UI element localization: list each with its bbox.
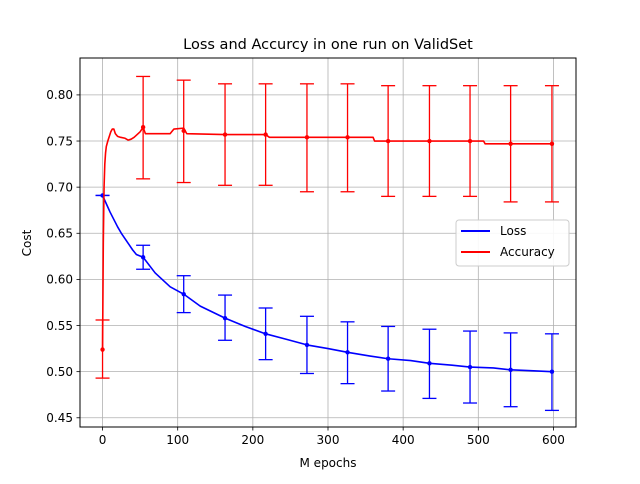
data-point-accuracy (549, 141, 555, 146)
data-point-loss (181, 291, 186, 297)
y-tick-label: 0.60 (46, 273, 73, 287)
y-axis-label: Cost (20, 229, 34, 256)
series-line-loss (101, 195, 552, 373)
data-point-loss (508, 367, 513, 373)
y-tick-label: 0.70 (46, 180, 73, 194)
data-point-loss (549, 369, 555, 374)
data-point-accuracy (140, 124, 146, 130)
data-point-accuracy (181, 128, 186, 134)
data-point-loss (304, 342, 310, 348)
data-point-loss (222, 315, 228, 321)
tick-layer: 0 100 200 300 400 500 600 0.45 0.50 0.55 0.60 0.65 0… (46, 88, 565, 447)
x-axis-label: M epochs (300, 456, 357, 470)
data-point-loss (467, 364, 473, 370)
y-tick-label: 0.65 (46, 227, 73, 241)
data-point-accuracy (263, 132, 268, 137)
legend-label-loss: Loss (500, 224, 526, 238)
data-point-accuracy (222, 132, 228, 137)
series-layer (95, 75, 559, 412)
legend: Loss Accuracy (455, 219, 570, 267)
x-tick-label: 300 (317, 433, 340, 447)
data-point-accuracy (304, 135, 310, 140)
data-point-loss (345, 350, 350, 355)
y-tick-label: 0.75 (46, 134, 73, 148)
y-tick-label: 0.50 (46, 365, 73, 379)
y-tick-label: 0.80 (46, 88, 73, 102)
data-point-accuracy (100, 347, 105, 352)
x-tick-label: 400 (392, 433, 415, 447)
x-tick-label: 100 (166, 433, 189, 447)
legend-label-accuracy: Accuracy (500, 245, 555, 259)
data-point-accuracy (385, 138, 391, 144)
data-point-accuracy (467, 138, 473, 144)
data-point-loss (385, 356, 391, 361)
data-point-accuracy (345, 135, 350, 140)
x-tick-label: 200 (241, 433, 264, 447)
grid-layer (80, 58, 576, 427)
data-point-loss (427, 361, 432, 366)
data-point-loss (140, 255, 146, 260)
data-point-accuracy (508, 141, 513, 146)
y-tick-label: 0.55 (46, 319, 73, 333)
data-point-loss (263, 331, 268, 337)
x-tick-label: 600 (542, 433, 565, 447)
x-tick-label: 500 (467, 433, 490, 447)
data-point-accuracy (427, 138, 432, 144)
chart-title: Loss and Accurcy in one run on ValidSet (183, 37, 473, 53)
y-tick-label: 0.45 (46, 411, 73, 425)
x-tick-label: 0 (99, 433, 107, 447)
